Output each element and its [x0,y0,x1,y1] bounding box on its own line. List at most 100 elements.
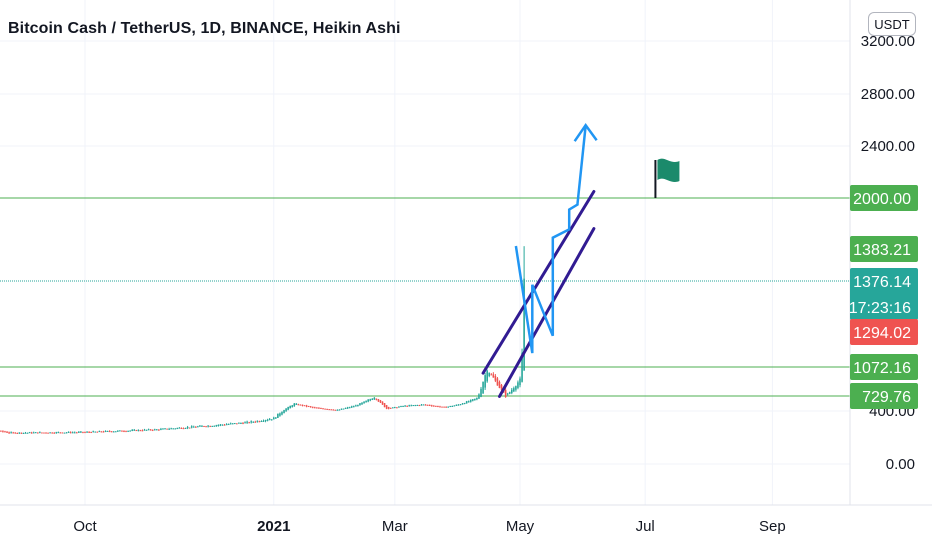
candle-body [22,432,25,434]
candle-body [381,401,384,405]
candle-body [217,424,220,426]
candle-body [389,407,392,409]
candle-body [106,430,109,432]
candle-body [156,429,158,431]
candle-body [305,405,308,407]
candle-body [496,378,499,386]
x-tick-label: Jul [636,518,655,535]
candle-body [26,432,29,434]
candle-body [406,405,408,407]
candle-body [110,431,113,433]
candle-body [201,425,203,427]
candle-body [55,432,58,434]
candle-body [139,430,142,432]
candle-body [135,430,138,432]
candle-body [385,405,388,409]
candle-body [359,403,361,406]
candle-body [49,432,51,434]
candle-body [332,409,335,411]
candle-body [256,420,259,422]
grid [0,0,850,505]
candle-body [367,399,369,402]
projection-arrowhead [573,123,598,142]
candle-body [324,408,326,410]
candle-body [486,370,488,382]
candle-body [408,405,410,407]
candle-body [188,427,191,429]
candle-body [197,426,199,428]
x-tick-label: Sep [759,518,786,535]
candle-body [402,405,404,407]
candle-body [65,432,68,434]
candle-body [96,431,99,433]
currency-selector[interactable]: USDT [868,12,916,36]
candle-body [61,432,64,434]
candle-body [262,420,265,422]
candle-body [433,405,435,407]
candle-body [160,428,162,430]
candle-body [515,386,517,390]
candle-body [342,408,345,410]
candle-body [67,431,70,433]
candle-body [18,432,21,434]
price-tag-box [850,236,918,262]
candle-body [309,406,312,408]
candle-body [223,424,226,426]
candle-body [192,426,195,428]
candle-body [88,431,90,433]
candle-body [383,403,386,408]
candle-body [246,421,248,423]
candle-body [6,431,8,433]
candle-body [114,431,117,433]
price-tag-box [850,354,918,380]
candle-body [182,428,185,430]
candle-body [482,381,484,394]
candle-body [387,406,390,409]
candle-body [231,423,234,425]
candle-body [350,406,353,408]
candle-body [102,431,105,433]
candle-body [453,405,456,407]
candle-body [215,425,218,427]
candle-body [412,405,415,407]
candle-body [451,405,454,407]
horizontal-levels[interactable] [0,197,850,397]
candle-body [158,429,160,431]
candle-body [369,399,372,401]
candle-body [295,403,298,405]
candle-body [53,432,56,434]
channel-line [497,227,596,398]
price-labels: 2000.00 1383.21 1376.14 17:23:16 1294.02 1072… [849,185,918,409]
candle-body [127,430,129,432]
candle-body [170,428,172,430]
candle-body [151,429,154,431]
candle-body [20,432,23,434]
candle-body [51,432,53,434]
price-tag-box [850,319,918,345]
candle-body [209,426,211,428]
candle-body [447,406,449,408]
y-tick-label: 2800.00 [861,86,915,103]
candle-body [344,407,347,409]
candle-body [236,423,238,425]
candle-body [416,404,419,406]
drawings[interactable] [481,123,680,398]
candle-body [258,421,261,423]
price-tag: 1383.21 [850,236,918,262]
candle-body [207,425,209,427]
candle-body [373,397,376,400]
candle-body [186,427,189,429]
candles [0,246,525,434]
candle-body [517,382,519,388]
candle-body [80,431,82,433]
candle-body [281,411,283,415]
price-tag: 729.76 [850,383,918,409]
price-tag-value: 1376.14 [853,274,911,291]
candle-body [248,422,250,424]
candle-body [513,388,515,392]
candle-body [213,425,216,427]
candle-body [94,431,97,433]
candle-body [430,405,433,407]
flag-icon [657,158,680,182]
